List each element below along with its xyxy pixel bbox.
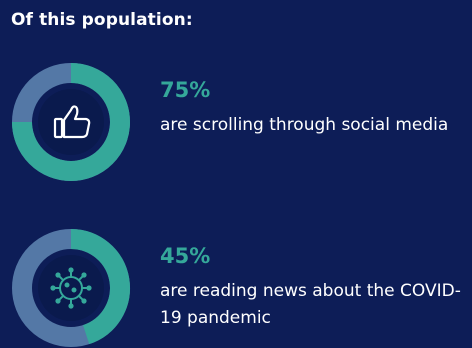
donut-chart bbox=[11, 62, 131, 182]
donut-center bbox=[38, 255, 104, 321]
donut-center bbox=[38, 89, 104, 155]
donut-value-arc bbox=[12, 63, 130, 181]
thumbs-up-icon bbox=[53, 105, 91, 139]
donut-chart-svg bbox=[12, 63, 130, 181]
virus-icon bbox=[50, 267, 92, 309]
percent-label: 45% bbox=[160, 244, 211, 268]
percent-label: 75% bbox=[160, 78, 211, 102]
donut-chart-svg bbox=[12, 229, 130, 347]
description: are scrolling through social media bbox=[160, 115, 449, 135]
description: are reading news about the COVID-19 pand… bbox=[160, 281, 461, 328]
donut-chart bbox=[11, 228, 131, 348]
heading: Of this population: bbox=[11, 10, 193, 30]
